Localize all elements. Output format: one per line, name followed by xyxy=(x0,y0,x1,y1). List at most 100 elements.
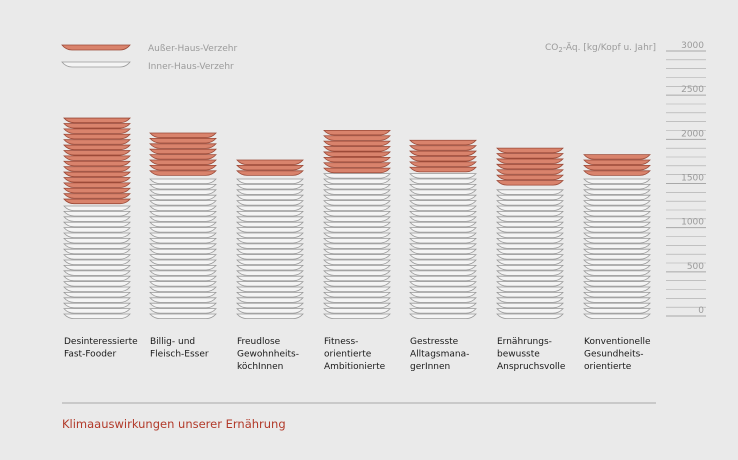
plate-inner xyxy=(583,265,651,271)
plate-inner xyxy=(149,194,217,201)
plate-inner xyxy=(63,265,131,271)
plate-inner xyxy=(236,221,304,228)
plate-inner xyxy=(583,243,651,249)
plate-inner xyxy=(63,297,131,303)
bar-segment-outer xyxy=(409,139,477,173)
plate-inner xyxy=(63,308,131,314)
plate-inner xyxy=(149,308,217,314)
plate-inner xyxy=(496,286,564,292)
plate-outer xyxy=(63,193,131,199)
plate-inner xyxy=(323,194,391,201)
plate-inner xyxy=(496,243,564,249)
bar-segment-inner xyxy=(496,189,564,319)
plate-outer xyxy=(583,159,651,165)
plate-inner xyxy=(323,308,391,314)
plate-inner xyxy=(236,216,304,222)
plate-inner xyxy=(583,286,651,292)
y-axis: 0 500 1000 1500 2000 2500 3000 xyxy=(666,41,706,317)
plate-inner xyxy=(409,205,477,211)
plate-inner xyxy=(409,216,477,222)
plate-inner xyxy=(409,248,477,255)
plate-inner xyxy=(583,308,651,314)
y-tick-label: 500 xyxy=(687,262,704,272)
plate-outer xyxy=(63,187,131,194)
plate-stack xyxy=(63,117,131,319)
plate-inner xyxy=(149,259,217,265)
plate-inner xyxy=(409,275,477,282)
plate-outer xyxy=(409,145,477,151)
plate-inner xyxy=(323,211,391,217)
plate-outer xyxy=(63,166,131,172)
category-label: Freudlose Gewohnheits-köchInnen xyxy=(237,337,299,372)
plate-outer xyxy=(496,147,564,154)
plate-inner xyxy=(409,259,477,265)
plate-inner xyxy=(323,286,391,292)
bar-segment-outer xyxy=(236,159,304,176)
category-label: Konventionelle Gesundheits-orientierte xyxy=(584,337,651,372)
plate-inner xyxy=(236,205,304,211)
y-tick-label: 3000 xyxy=(681,41,704,51)
plate-inner xyxy=(63,270,131,276)
plate-outer xyxy=(496,180,564,186)
plate-inner xyxy=(583,200,651,206)
plate-stack xyxy=(409,139,477,319)
plate-inner xyxy=(496,238,564,244)
plate-outer xyxy=(323,146,391,152)
plate-inner xyxy=(236,194,304,201)
plate-outer xyxy=(236,165,304,171)
plate-inner xyxy=(496,313,564,319)
plate-inner xyxy=(236,211,304,217)
plate-inner xyxy=(149,227,217,233)
plate-inner xyxy=(236,292,304,298)
plate-outer xyxy=(63,198,131,205)
plate-inner xyxy=(583,275,651,282)
plate-inner xyxy=(236,275,304,282)
plate-inner xyxy=(236,232,304,238)
plate-inner xyxy=(236,254,304,260)
plate-inner xyxy=(496,270,564,276)
plate-inner xyxy=(149,243,217,249)
plate-inner xyxy=(236,238,304,244)
plate-inner xyxy=(63,243,131,249)
plate-inner xyxy=(409,297,477,303)
plate-inner xyxy=(409,302,477,309)
plate-outer xyxy=(409,166,477,173)
plate-inner xyxy=(63,313,131,319)
plate-inner xyxy=(496,275,564,282)
plate-inner xyxy=(149,205,217,211)
plate-inner xyxy=(496,308,564,314)
plate-inner xyxy=(409,189,477,195)
plate-inner xyxy=(583,178,651,184)
plate-inner xyxy=(409,194,477,201)
plate-inner xyxy=(409,243,477,249)
plate-outer xyxy=(323,167,391,174)
plate-outer xyxy=(149,159,217,165)
plate-outer xyxy=(409,150,477,157)
plate-outer xyxy=(323,151,391,157)
plate-stack xyxy=(149,132,217,319)
y-tick-label: 1000 xyxy=(681,218,704,228)
plate-inner xyxy=(323,189,391,195)
plate-inner xyxy=(236,297,304,303)
plate-inner xyxy=(323,248,391,255)
plate-inner xyxy=(323,297,391,303)
plate-inner xyxy=(236,308,304,314)
y-tick-label: 2000 xyxy=(681,129,704,139)
plate-outer xyxy=(496,163,564,170)
bar-segment-inner xyxy=(409,173,477,319)
plate-inner xyxy=(583,270,651,276)
plate-outer xyxy=(63,155,131,161)
plate-inner xyxy=(583,227,651,233)
plate-inner xyxy=(583,194,651,201)
plate-inner xyxy=(323,265,391,271)
plate-inner xyxy=(323,313,391,319)
plate-inner xyxy=(583,313,651,319)
y-tick-label: 1500 xyxy=(681,174,704,184)
plate-inner xyxy=(409,184,477,190)
plate-inner xyxy=(149,184,217,190)
plate-inner xyxy=(149,270,217,276)
plate-stacks xyxy=(63,117,651,319)
bar-segment-inner xyxy=(583,178,651,319)
plate-outer xyxy=(496,153,564,159)
plate-outer xyxy=(409,161,477,167)
